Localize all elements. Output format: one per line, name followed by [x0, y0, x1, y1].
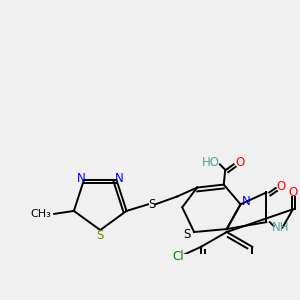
Text: N: N	[77, 172, 86, 185]
Text: S: S	[148, 198, 155, 211]
Text: O: O	[236, 156, 245, 170]
Text: S: S	[183, 229, 190, 242]
Text: O: O	[276, 180, 286, 193]
Text: CH₃: CH₃	[30, 209, 51, 219]
Text: N: N	[242, 196, 250, 208]
Text: O: O	[288, 186, 298, 199]
Text: N: N	[115, 172, 123, 185]
Text: S: S	[97, 230, 104, 242]
Text: HO: HO	[201, 156, 219, 169]
Text: Cl: Cl	[172, 250, 184, 263]
Text: NH: NH	[272, 221, 290, 234]
